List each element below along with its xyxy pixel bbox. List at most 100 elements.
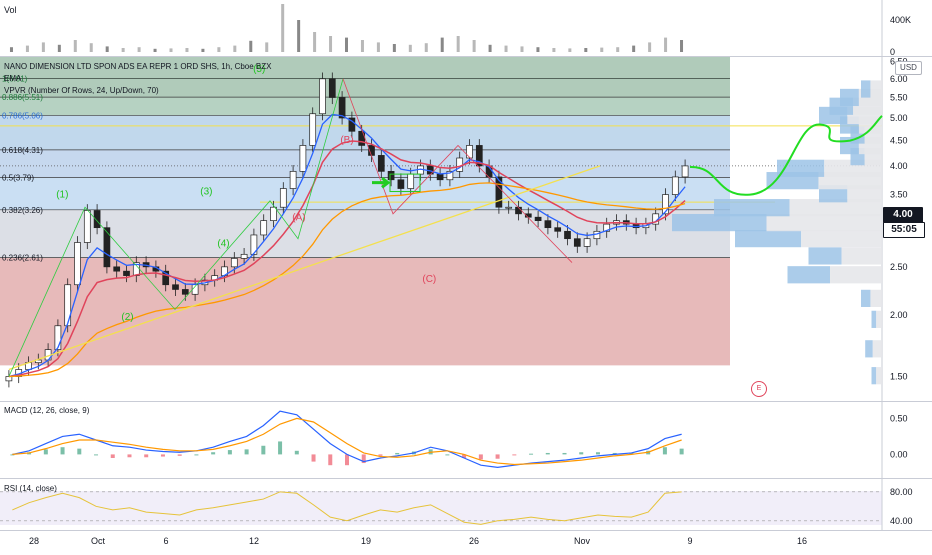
candle-body: [573, 238, 581, 247]
volume-bar: [568, 48, 572, 52]
candle-body: [54, 325, 62, 351]
time-tick-label: Nov: [574, 536, 591, 546]
vpvr-down-bar: [801, 230, 882, 248]
vpvr-down-bar: [872, 340, 882, 358]
volume-bar: [408, 44, 412, 52]
macd-histogram-bar: [512, 454, 517, 456]
earnings-marker[interactable]: E: [751, 381, 767, 397]
candle-body: [593, 230, 601, 240]
volume-bar: [376, 42, 380, 52]
candle-body: [260, 220, 268, 236]
candle-body: [240, 253, 248, 259]
rsi-pane: [0, 491, 882, 525]
vpvr-up-bar: [777, 159, 825, 177]
candle-body: [505, 206, 513, 209]
macd-histogram-bar: [395, 452, 400, 455]
macd-histogram-bar: [144, 454, 149, 458]
candle-body: [103, 227, 111, 268]
candle-body: [603, 223, 611, 232]
symbol-title[interactable]: NANO DIMENSION LTD SPON ADS EA REPR 1 OR…: [4, 62, 272, 71]
vpvr-up-bar: [871, 367, 877, 385]
macd-histogram-bar: [194, 454, 199, 456]
macd-indicator-label[interactable]: MACD (12, 26, close, 9): [4, 406, 90, 415]
pane-separator[interactable]: [0, 478, 932, 479]
price-tick-label: 3.50: [890, 190, 908, 200]
candle-body: [279, 188, 287, 208]
vpvr-up-bar: [861, 289, 871, 307]
macd-histogram-bar: [77, 448, 82, 455]
macd-histogram-bar: [378, 454, 383, 456]
macd-histogram-bar: [478, 454, 483, 460]
vpvr-histogram: [672, 80, 882, 385]
currency-button[interactable]: USD: [895, 61, 922, 75]
volume-bar: [584, 48, 588, 52]
volume-bar: [121, 48, 125, 52]
price-tick-label: 6.00: [890, 74, 908, 84]
time-tick-label: 6: [163, 536, 168, 546]
pane-separator[interactable]: [0, 530, 932, 531]
ema-indicator-label[interactable]: EMA: [4, 74, 22, 83]
vpvr-down-bar: [870, 80, 882, 98]
macd-histogram-bar: [43, 449, 48, 455]
volume-bar: [488, 44, 492, 52]
time-tick-label: 28: [29, 536, 39, 546]
volume-bar: [329, 36, 333, 52]
candle-body: [554, 227, 562, 232]
volume-bar: [185, 48, 189, 52]
macd-histogram-bar: [595, 452, 600, 455]
wave-label: (C): [422, 274, 436, 285]
macd-line: [12, 410, 682, 468]
macd-histogram-bar: [462, 454, 467, 458]
candle-body: [377, 155, 385, 172]
pane-separator[interactable]: [0, 401, 932, 402]
candle-body: [289, 170, 297, 189]
volume-bar: [89, 43, 93, 52]
volume-bar: [552, 48, 556, 52]
price-axis: 6.506.005.505.004.504.003.503.002.502.00…: [890, 15, 913, 526]
vpvr-indicator-label[interactable]: VPVR (Number Of Rows, 24, Up/Down, 70): [4, 86, 159, 95]
macd-histogram-bar: [211, 452, 216, 455]
fib-label: 0.382(3.26): [2, 206, 43, 215]
volume-bar: [392, 44, 396, 52]
candle-body: [319, 78, 326, 115]
vpvr-down-bar: [789, 199, 882, 217]
volume-bar: [217, 47, 221, 52]
candle-body: [299, 145, 307, 172]
fib-label: 0.886(5.51): [2, 93, 43, 102]
rsi-indicator-label[interactable]: RSI (14, close): [4, 484, 57, 493]
macd-histogram-bar: [345, 454, 349, 466]
candle-body: [564, 230, 571, 240]
volume-bar: [536, 47, 540, 52]
volume-bar: [664, 37, 668, 52]
macd-histogram-bar: [160, 454, 165, 457]
volume-bar: [520, 46, 524, 52]
time-tick-label: Oct: [91, 536, 106, 546]
time-tick-label: 16: [797, 536, 807, 546]
pane-separator[interactable]: [0, 56, 932, 57]
volume-bar: [137, 47, 141, 52]
volume-bar: [153, 48, 157, 52]
price-tick-label: 4.50: [890, 136, 908, 146]
volume-bar: [440, 37, 444, 52]
candle-body: [681, 165, 689, 178]
macd-histogram-bar: [562, 452, 567, 455]
volume-bar: [600, 47, 604, 52]
macd-histogram-bar: [612, 452, 617, 455]
macd-histogram-bar: [110, 454, 115, 458]
ema-mid-line: [8, 140, 686, 378]
candle-body: [74, 242, 81, 286]
volume-bar: [41, 42, 45, 52]
candle-body: [387, 170, 395, 181]
macd-histogram-bar: [127, 454, 132, 458]
ema-fast-line: [8, 113, 686, 378]
macd-histogram-bar: [94, 454, 99, 456]
rsi-tick-label: 40.00: [890, 516, 913, 526]
volume-bar: [648, 42, 652, 52]
time-axis: 28 Oct 6 12 19 26 Nov 9 16: [29, 536, 807, 546]
fib-label: 0.618(4.31): [2, 146, 43, 155]
candle-body: [495, 176, 503, 208]
price-series: (1) (2) (3) (4) (5) (A) (B) (C): [5, 64, 883, 388]
wave-label: (1): [56, 190, 68, 201]
